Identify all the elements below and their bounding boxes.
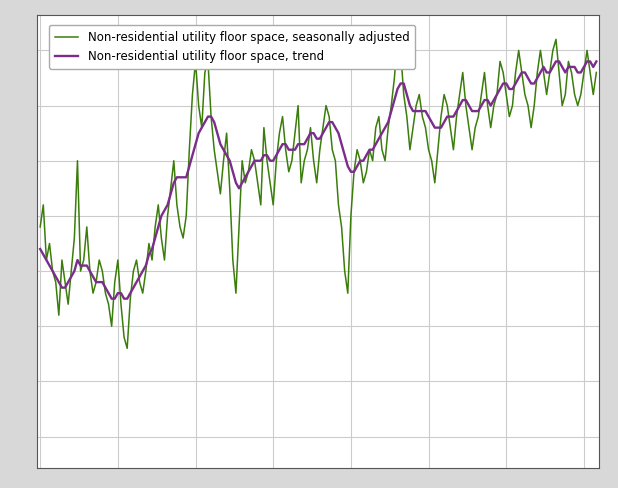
Non-residential utility floor space, seasonally adjusted [536,47,544,53]
Non-residential utility floor space, trend [533,75,541,81]
Non-residential utility floor space, trend [593,59,600,64]
Legend: Non-residential utility floor space, seasonally adjusted, Non-residential utilit: Non-residential utility floor space, sea… [49,25,415,69]
Non-residential utility floor space, trend [154,224,162,230]
Non-residential utility floor space, seasonally adjusted [102,290,109,296]
Non-residential utility floor space, seasonally adjusted [154,202,162,208]
Non-residential utility floor space, trend [102,285,109,290]
Non-residential utility floor space, trend [552,59,560,64]
Non-residential utility floor space, seasonally adjusted [394,37,401,42]
Non-residential utility floor space, seasonally adjusted [124,346,131,351]
Non-residential utility floor space, seasonally adjusted [36,224,44,230]
Non-residential utility floor space, trend [36,246,44,252]
Line: Non-residential utility floor space, trend: Non-residential utility floor space, tre… [40,61,596,299]
Non-residential utility floor space, trend [251,158,258,163]
Non-residential utility floor space, trend [46,263,53,268]
Non-residential utility floor space, trend [108,296,116,302]
Non-residential utility floor space, trend [580,64,588,70]
Non-residential utility floor space, seasonally adjusted [251,158,258,163]
Non-residential utility floor space, seasonally adjusted [580,69,588,75]
Non-residential utility floor space, seasonally adjusted [46,241,53,246]
Non-residential utility floor space, seasonally adjusted [593,69,600,75]
Line: Non-residential utility floor space, seasonally adjusted: Non-residential utility floor space, sea… [40,40,596,348]
